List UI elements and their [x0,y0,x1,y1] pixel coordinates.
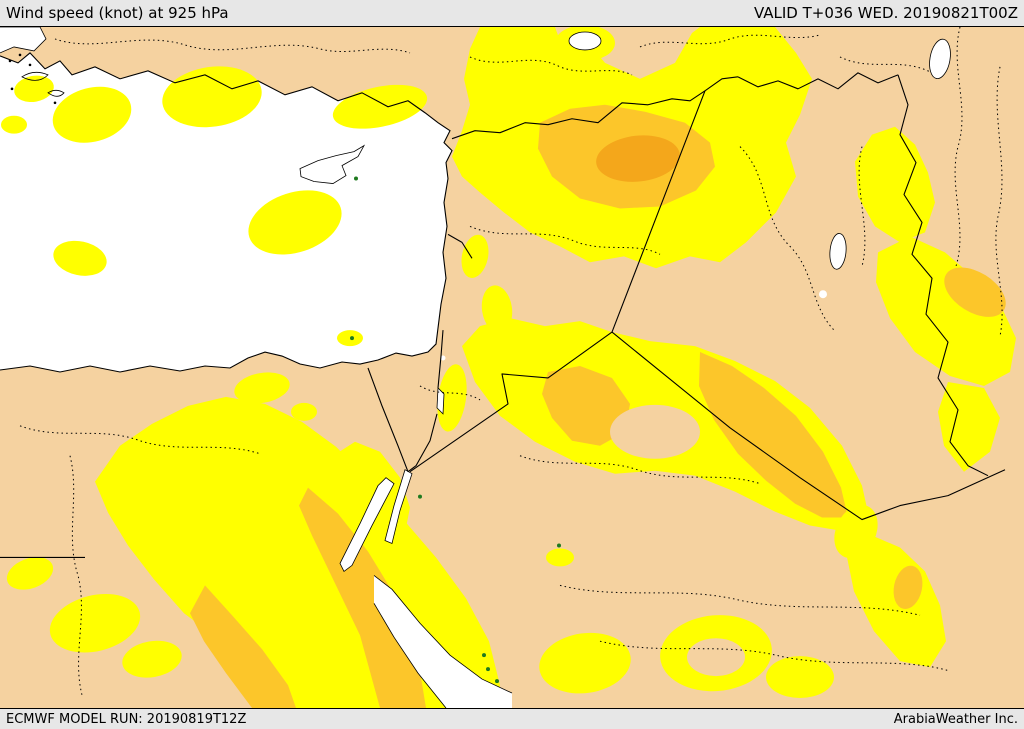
wind-patch [539,632,631,694]
green-marker [495,679,499,684]
green-marker [354,176,358,181]
wind-patch [291,402,317,421]
wind-band-zagros-2 [876,236,1016,386]
wind-patch [53,240,107,276]
dotted-line [739,146,836,332]
island-speck [53,101,57,105]
cyprus-island [299,144,366,184]
wind-patch [52,86,132,143]
wind-patch [14,75,54,103]
gulf-of-suez-coast [339,477,395,573]
dotted-boundaries-layer [19,27,1003,696]
lake-urmia [929,39,951,79]
wind-band-zagros-3 [938,381,1000,472]
wind-patch [234,372,290,404]
border-lebanon-syria [447,233,473,259]
green-marker [486,667,490,672]
wind-fill-land-layer [6,27,1016,708]
wind-speed-map [0,27,1024,708]
dotted-line [469,56,633,76]
sea-of-galilee [440,355,446,361]
map-footer: ECMWF MODEL RUN: 20190819T12Z ArabiaWeat… [0,709,1024,729]
red-sea-coast [373,575,513,694]
dead-sea-coast [436,387,445,415]
gulf-of-suez [340,477,394,572]
wind-core-east [944,267,1006,317]
gulf-inlet [47,89,65,97]
wind-core-strong [596,135,680,182]
wind-patch [49,593,141,653]
valid-time-label: VALID T+036 WED. 20190821T00Z [753,4,1018,22]
model-run-label: ECMWF MODEL RUN: 20190819T12Z [6,711,247,727]
red-sea [374,575,512,708]
green-marker [482,653,486,658]
lake-van-coast [568,31,602,51]
gulf-of-aqaba [385,469,412,544]
border-wadi-araba [407,413,438,473]
aegean-sea [0,27,46,53]
dotted-line [54,38,411,54]
country-borders-layer [0,72,1006,558]
wind-patch [122,640,182,678]
border-iraq-saudi [611,331,1006,521]
dotted-line [559,584,921,616]
gulf-of-aqaba-coast [384,469,413,545]
aegean-coastline [0,27,47,54]
calm-gap [687,638,745,677]
border-syria-iraq [611,90,706,333]
wind-core-south-east [893,565,923,610]
calm-gap [610,404,700,459]
border-turkey-syria [451,76,739,140]
border-jordan-iraq-saudi [409,331,613,473]
lake-urmia-coast [929,38,951,80]
wind-core-central-band [699,352,848,518]
island-speck [18,53,22,57]
lake-van [569,31,601,50]
green-marker [350,336,354,341]
green-marker [557,543,561,548]
border-jordan-valley [437,330,444,388]
wind-band-zagros-1 [855,126,935,243]
wind-core-central-west [542,366,630,446]
red-sea-coast-west [373,603,447,708]
dotted-line [995,66,1003,337]
green-marker [418,494,422,499]
dead-sea [437,387,444,414]
dotted-line [839,56,931,73]
wind-patch [1,115,27,134]
map-canvas [0,26,1024,709]
sea-of-marmara [21,71,49,81]
brand-label: ArabiaWeather Inc. [893,711,1018,727]
lake-tharthar [829,233,847,270]
green-markers-layer [350,176,561,684]
wind-patch [6,557,54,590]
wind-patch [437,364,467,432]
wind-core-egypt-2 [190,585,296,708]
wind-fill-sea-layer [1,66,428,347]
border-turkey-iraq [737,72,899,90]
island-speck [10,87,14,91]
border-iraq-iran [897,74,989,477]
coastline-layer [0,27,951,708]
island-speck [8,59,12,63]
wind-patch [248,190,342,255]
wind-patch [546,548,574,567]
mediterranean-coastline [0,52,453,373]
map-title: Wind speed (knot) at 925 hPa [6,4,229,22]
wind-patch [332,84,428,129]
border-egypt-israel [367,367,409,472]
wind-patch [481,285,513,333]
wind-core-egypt-1 [299,487,426,708]
wind-patch [162,66,262,128]
dotted-line [419,385,481,401]
map-header: Wind speed (knot) at 925 hPa VALID T+036… [0,0,1024,26]
lake-tharthar-coast [829,233,847,270]
island-speck [28,63,32,67]
wind-patch [766,656,834,699]
wind-patch [461,234,489,278]
lake-habbaniyah [819,290,827,299]
